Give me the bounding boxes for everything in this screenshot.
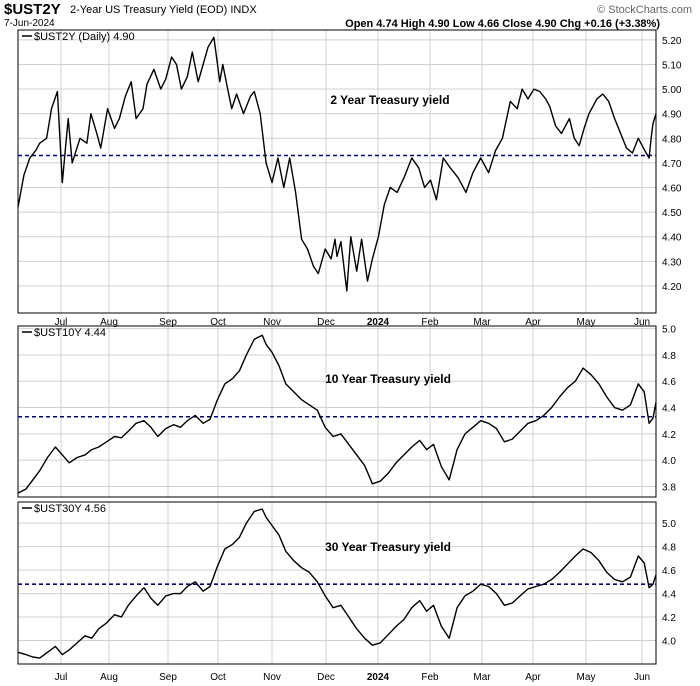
x-tick-label: Mar — [473, 317, 491, 328]
legend-label: $UST30Y 4.56 — [34, 503, 106, 515]
y-tick-label: 4.0 — [662, 637, 676, 648]
series-annotation: 2 Year Treasury yield — [330, 93, 449, 107]
x-tick-label: Sep — [159, 672, 177, 683]
x-tick-label-year: 2024 — [367, 317, 390, 328]
series-annotation: 30 Year Treasury yield — [325, 540, 451, 554]
x-tick-label: May — [577, 317, 596, 328]
panel-frame — [17, 29, 657, 314]
x-tick-label: May — [577, 672, 596, 683]
y-tick-label: 4.30 — [662, 257, 682, 268]
y-tick-label: 4.90 — [662, 110, 682, 121]
symbol-description: 2-Year US Treasury Yield (EOD) INDX — [70, 4, 257, 16]
yield-series-line — [17, 36, 657, 292]
y-tick-label: 5.00 — [662, 85, 682, 96]
y-tick-label: 5.0 — [662, 325, 676, 336]
x-tick-label: Nov — [263, 317, 281, 328]
x-tick-label: Aug — [100, 317, 118, 328]
y-tick-label: 4.60 — [662, 183, 682, 194]
y-tick-label: 3.8 — [662, 482, 676, 493]
panel-frame — [17, 325, 657, 498]
chart-date: 7-Jun-2024 — [4, 18, 55, 29]
y-tick-label: 4.2 — [662, 430, 676, 441]
y-tick-label: 4.20 — [662, 282, 682, 293]
x-tick-label: Feb — [421, 672, 439, 683]
stockcharts-brand: © StockCharts.com — [597, 4, 692, 16]
y-tick-label: 5.20 — [662, 36, 682, 47]
y-tick-label: 4.80 — [662, 134, 682, 145]
yield-series-line — [17, 508, 657, 659]
x-tick-label: Sep — [159, 317, 177, 328]
x-tick-label: Jun — [634, 672, 650, 683]
x-tick-label: Apr — [525, 317, 541, 328]
x-tick-label: Oct — [210, 317, 226, 328]
x-tick-label: Jul — [55, 672, 68, 683]
y-tick-label: 4.6 — [662, 377, 676, 388]
y-tick-label: 4.4 — [662, 590, 676, 601]
x-tick-label: Oct — [210, 672, 226, 683]
series-annotation: 10 Year Treasury yield — [325, 372, 451, 386]
legend-label: $UST2Y (Daily) 4.90 — [34, 31, 135, 43]
legend-label: $UST10Y 4.44 — [34, 327, 106, 339]
y-tick-label: 5.10 — [662, 60, 682, 71]
x-tick-label: Aug — [100, 672, 118, 683]
x-tick-label: Mar — [473, 672, 491, 683]
x-tick-label: Jun — [634, 317, 650, 328]
x-tick-label: Nov — [263, 672, 281, 683]
y-tick-label: 4.40 — [662, 233, 682, 244]
x-tick-label: Jul — [55, 317, 68, 328]
x-tick-label-year: 2024 — [367, 672, 390, 683]
x-tick-label: Apr — [525, 672, 541, 683]
y-tick-label: 4.6 — [662, 566, 676, 577]
yield-series-line — [17, 334, 657, 494]
y-tick-label: 5.0 — [662, 519, 676, 530]
x-tick-label: Dec — [317, 672, 335, 683]
x-tick-label: Dec — [317, 317, 335, 328]
y-tick-label: 4.70 — [662, 159, 682, 170]
y-tick-label: 4.4 — [662, 404, 676, 415]
symbol-title: $UST2Y — [4, 1, 61, 18]
y-tick-label: 4.8 — [662, 543, 676, 554]
panel-frame — [17, 501, 657, 665]
y-tick-label: 4.0 — [662, 456, 676, 467]
y-tick-label: 4.2 — [662, 613, 676, 624]
x-tick-label: Feb — [421, 317, 439, 328]
ohlc-summary: Open 4.74 High 4.90 Low 4.66 Close 4.90 … — [345, 18, 660, 30]
y-tick-label: 4.8 — [662, 351, 676, 362]
y-tick-label: 4.50 — [662, 208, 682, 219]
